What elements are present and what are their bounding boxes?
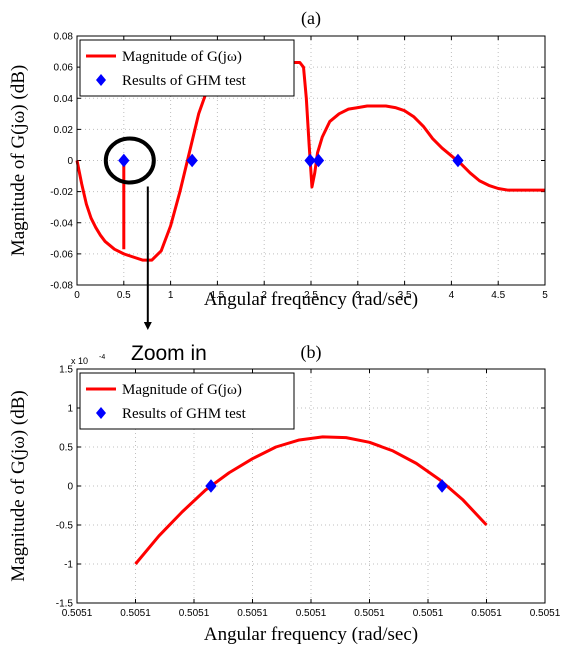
x-tick-label: 0.5051 <box>296 608 327 619</box>
y-tick-label: 0 <box>67 156 73 167</box>
x-tick-label: 1 <box>168 290 174 301</box>
y-tick-label: -0.5 <box>56 521 74 532</box>
legend-box <box>79 372 295 430</box>
x-tick-label: 3.5 <box>398 290 412 301</box>
y-scale-label: x 10 <box>71 356 88 366</box>
y-tick-label: 1 <box>67 404 73 415</box>
zoom-label: Zoom in <box>131 342 207 365</box>
x-tick-label: 0.5051 <box>530 608 561 619</box>
chart-b: 0.5051 0.5051 0.5051 0.5051 0.5051 0.5051 0.50… <box>8 342 561 645</box>
series-line <box>75 60 545 262</box>
x-tick-label: 0.5051 <box>471 608 502 619</box>
x-tick-label: 0.5 <box>117 290 131 301</box>
y-axis-label: Magnitude of G(jω) (dB) <box>8 65 29 256</box>
y-tick-label: 0.5 <box>59 443 73 454</box>
legend-swatch-marker <box>96 407 106 419</box>
y-tick-label: -0.06 <box>50 249 73 260</box>
marker-point <box>436 479 448 493</box>
x-tick-label: 4 <box>449 290 455 301</box>
x-tick-label: 2 <box>261 290 267 301</box>
y-tick-label: -1.5 <box>56 599 74 610</box>
legend-label: Magnitude of G(jω) <box>122 49 242 65</box>
y-tick-label: 0.06 <box>54 63 74 74</box>
y-tick-label: -0.02 <box>50 187 73 198</box>
x-tick-label: 1.5 <box>210 290 224 301</box>
x-tick-label: 0.5051 <box>413 608 444 619</box>
y-scale-exponent: -4 <box>99 354 105 361</box>
marker-point <box>205 479 217 493</box>
y-tick-label: 0 <box>67 482 73 493</box>
marker-point <box>304 153 316 168</box>
x-tick-label: 0 <box>74 290 80 301</box>
y-tick-label: -0.08 <box>50 281 73 292</box>
x-tick-label: 3 <box>355 290 361 301</box>
legend-swatch-marker <box>96 74 106 86</box>
legend-box <box>79 39 295 97</box>
x-tick-label: 0.5051 <box>120 608 151 619</box>
x-tick-label: 0.5051 <box>354 608 385 619</box>
axes-border <box>76 368 546 604</box>
marker-point <box>186 153 198 168</box>
x-axis-label: Angular frequency (rad/sec) <box>204 289 418 310</box>
zoom-annotation: Zoom in <box>103 136 207 365</box>
series-line <box>134 435 488 565</box>
axes-border <box>76 35 546 286</box>
zoom-circle <box>103 136 156 185</box>
chart-title: (b) <box>301 342 322 363</box>
y-tick-label: 0.04 <box>54 94 74 105</box>
marker-point <box>118 153 130 168</box>
chart-a: 0 0.5 1 1.5 2 2.5 3 3.5 4 4.5 5 -0.08 -0.06 -0.04 -0.0… <box>8 8 548 310</box>
y-tick-label: 0.02 <box>54 125 74 136</box>
marker-point <box>312 153 325 168</box>
y-axis-label: Magnitude of G(jω) (dB) <box>8 390 29 581</box>
x-axis-label: Angular frequency (rad/sec) <box>204 624 418 645</box>
marker-point <box>452 153 464 168</box>
legend-label: Results of GHM test <box>122 406 247 422</box>
y-tick-label: 1.5 <box>59 365 73 376</box>
y-tick-label: 0.08 <box>54 32 74 43</box>
x-tick-label: 0.5051 <box>179 608 210 619</box>
y-tick-label: -0.04 <box>50 218 73 229</box>
x-tick-label: 0.5051 <box>237 608 268 619</box>
x-tick-label: 5 <box>542 290 548 301</box>
legend-label: Magnitude of G(jω) <box>122 382 242 398</box>
x-tick-label: 0.5051 <box>62 608 93 619</box>
legend-label: Results of GHM test <box>122 73 247 89</box>
x-tick-label: 2.5 <box>304 290 318 301</box>
y-tick-label: -1 <box>64 560 73 571</box>
chart-title: (a) <box>301 8 321 29</box>
x-tick-label: 4.5 <box>491 290 505 301</box>
